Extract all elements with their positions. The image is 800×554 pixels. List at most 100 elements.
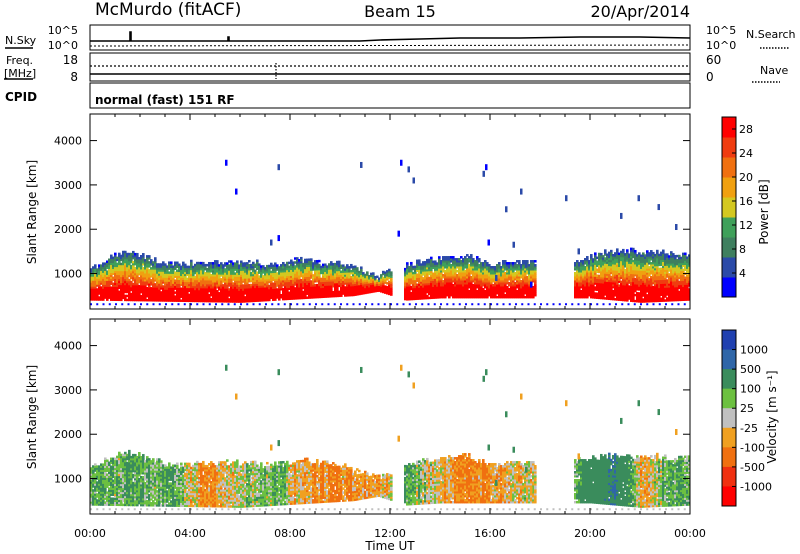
echo-cell — [456, 260, 459, 263]
echo-cell — [340, 266, 343, 270]
echo-cell — [266, 290, 269, 294]
echo-cell — [426, 294, 429, 298]
echo-cell — [316, 283, 319, 287]
echo-cell — [108, 276, 111, 279]
echo-cell — [160, 269, 163, 272]
echo-cell — [192, 281, 195, 285]
echo-cell — [144, 298, 147, 302]
echo-cell — [274, 262, 277, 265]
echo-cell — [518, 268, 521, 271]
echo-cell — [656, 283, 659, 287]
echo-cell — [174, 291, 177, 294]
echo-cell — [128, 272, 131, 276]
echo-cell — [146, 277, 149, 280]
echo-cell — [320, 271, 323, 275]
echo-cell — [654, 253, 657, 257]
echo-cell — [186, 283, 189, 287]
echo-cell — [248, 269, 251, 273]
echo-cell — [580, 273, 583, 277]
echo-cell — [430, 264, 433, 268]
echo-cell — [262, 267, 265, 270]
echo-cell — [514, 273, 517, 277]
echo-cell — [404, 295, 407, 299]
echo-cell — [92, 296, 95, 299]
echo-cell — [280, 268, 283, 271]
echo-cell — [476, 273, 479, 277]
echo-cell — [252, 269, 255, 273]
echo-cell — [300, 290, 303, 294]
echo-cell — [492, 270, 495, 273]
echo-cell — [120, 256, 123, 260]
echo-cell — [116, 268, 119, 272]
echo-cell — [464, 264, 467, 267]
echo-cell — [580, 264, 583, 267]
echo-cell — [652, 289, 655, 293]
echo-cell — [512, 291, 515, 295]
echo-cell — [226, 266, 229, 269]
echo-cell — [296, 257, 299, 260]
echo-cell — [638, 284, 641, 287]
echo-cell — [124, 296, 127, 300]
echo-cell — [210, 299, 213, 303]
echo-cell — [190, 291, 193, 295]
echo-cell — [174, 299, 177, 302]
echo-cell — [334, 286, 337, 290]
echo-cell — [166, 287, 169, 290]
echo-cell — [322, 269, 325, 273]
echo-cell — [604, 291, 607, 294]
echo-cell — [480, 291, 483, 295]
echo-cell — [586, 262, 589, 265]
echo-cell — [244, 270, 247, 273]
echo-cell — [154, 259, 157, 262]
echo-cell — [256, 281, 259, 284]
echo-cell — [378, 287, 381, 290]
echo-cell — [284, 289, 287, 293]
echo-cell — [320, 281, 323, 285]
echo-cell — [450, 260, 453, 263]
echo-cell — [650, 271, 653, 275]
echo-cell — [450, 256, 453, 259]
echo-cell — [276, 276, 279, 279]
echo-cell — [144, 277, 147, 280]
echo-cell — [366, 275, 369, 278]
echo-cell — [222, 300, 225, 303]
echo-cell — [260, 291, 263, 294]
echo-cell — [490, 283, 493, 287]
echo-cell — [244, 274, 247, 277]
echo-cell — [168, 271, 171, 274]
echo-cell — [622, 296, 625, 300]
echo-cell — [156, 275, 159, 278]
echo-cell — [206, 299, 209, 303]
echo-cell — [466, 293, 469, 297]
echo-cell — [244, 284, 247, 287]
echo-cell — [154, 289, 157, 292]
echo-cell — [114, 266, 117, 270]
echo-cell — [314, 280, 317, 283]
echo-cell — [600, 276, 603, 280]
echo-cell — [488, 285, 491, 289]
echo-cell — [128, 252, 131, 256]
echo-cell — [318, 265, 321, 269]
echo-cell — [582, 266, 585, 269]
echo-cell — [300, 288, 303, 292]
echo-cell — [660, 253, 663, 257]
echo-cell — [346, 270, 349, 273]
echo-cell — [106, 276, 109, 279]
echo-cell — [268, 288, 271, 292]
echo-cell — [294, 271, 297, 274]
echo-cell — [476, 264, 479, 267]
echo-cell — [432, 260, 435, 264]
echo-cell — [302, 290, 305, 294]
echo-cell — [582, 275, 585, 279]
echo-cell — [120, 290, 123, 294]
echo-cell — [372, 278, 375, 281]
echo-cell — [162, 275, 165, 278]
echo-cell — [446, 283, 449, 287]
echo-cell — [478, 277, 481, 281]
echo-cell — [496, 268, 499, 271]
echo-cell — [158, 263, 161, 266]
echo-cell — [290, 269, 293, 272]
echo-cell — [626, 281, 629, 284]
echo-cell — [188, 299, 191, 303]
echo-cell — [502, 273, 505, 277]
